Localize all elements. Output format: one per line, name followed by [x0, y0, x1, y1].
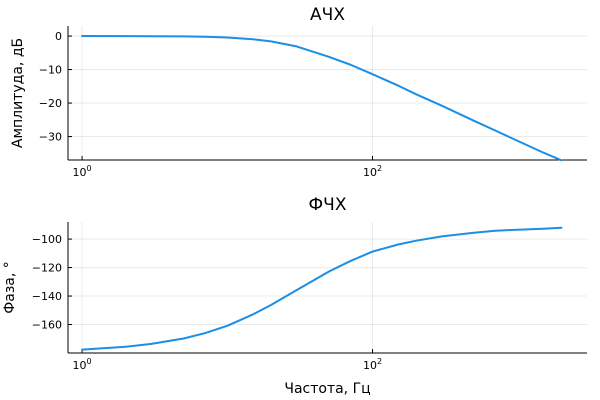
phase-x-tick-label: 100 [73, 357, 92, 372]
magnitude-y-tick-label: −20 [39, 97, 62, 110]
magnitude-x-tick-label: 102 [363, 164, 382, 179]
phase-x-tick-label: 102 [363, 357, 382, 372]
phase-series-line [81, 226, 563, 351]
phase-x-axis-label: Частота, Гц [284, 381, 370, 397]
magnitude-x-tick-label: 100 [73, 164, 92, 179]
phase-y-tick-label: −100 [32, 233, 62, 246]
phase-y-axis-label: Фаза, ° [2, 261, 18, 314]
magnitude-y-tick-label: −10 [39, 64, 62, 77]
magnitude-series-line [81, 35, 563, 162]
magnitude-y-tick-label: −30 [39, 131, 62, 144]
phase-y-tick-label: −160 [32, 319, 62, 332]
phase-title: ФЧХ [309, 195, 347, 215]
magnitude-y-axis-label: Амплитуда, дБ [10, 38, 26, 148]
magnitude-panel: 0 −10 −20 −30 100 102 АЧХ Амплитуда, дБ [10, 5, 587, 179]
phase-y-tick-label: −140 [32, 290, 62, 303]
magnitude-y-tick-label: 0 [55, 30, 62, 43]
phase-y-tick-label: −120 [32, 262, 62, 275]
phase-panel: −100 −120 −140 −160 100 102 ФЧХ Фаза, ° Частота,… [2, 195, 587, 397]
magnitude-title: АЧХ [310, 5, 345, 25]
